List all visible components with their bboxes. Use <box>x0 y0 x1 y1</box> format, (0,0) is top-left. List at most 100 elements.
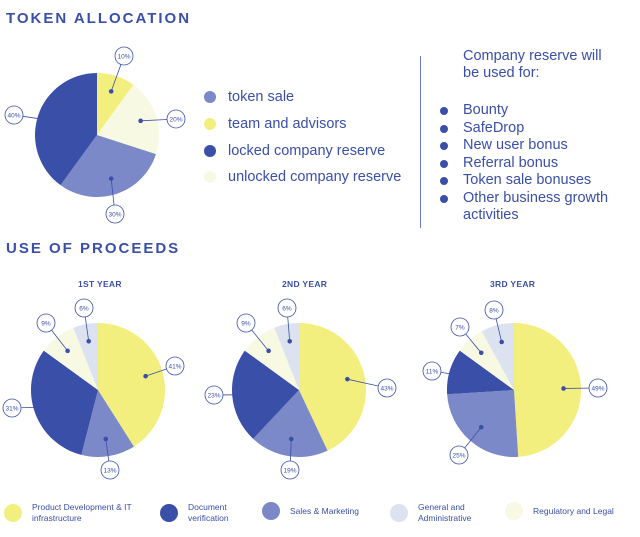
year-1-label-badge-general-and-administrative <box>74 298 94 318</box>
year-1-label-sales-marketing: 13% <box>103 467 116 474</box>
year-3-leader-document-verification <box>440 371 467 377</box>
token-allocation-marker-token-sale <box>108 176 114 181</box>
year-2-marker-general-and-administrative <box>287 338 293 344</box>
reserve-item: Token sale bonuses <box>440 172 623 190</box>
year-2-label-badge-regulatory-and-legal <box>236 313 256 333</box>
token-allocation-label-team-and-advisors: 10% <box>117 53 130 60</box>
year-1-leader-document-verification <box>20 406 52 409</box>
year-1-pie: 41% 13% 31% 9% 6% <box>2 298 185 480</box>
year-1-title: 1ST YEAR <box>78 279 122 289</box>
year-2-slice-document-verification <box>232 350 299 439</box>
year-3-label-product-development-it-infrastructure: 49% <box>591 385 604 392</box>
year-3-label-badge-product-development-it-infrastructure <box>588 378 608 398</box>
vertical-divider <box>420 56 421 228</box>
legend-item-unlocked-reserve: unlocked company reserve <box>204 164 401 191</box>
legend-item-sales-marketing: Sales & Marketing <box>262 502 380 520</box>
legend-item-general-admin: General and Administrative <box>390 502 493 524</box>
year-1-leader-sales-marketing <box>105 438 110 462</box>
reserve-title: Company reserve will be used for: <box>463 48 602 82</box>
year-2-leader-general-and-administrative <box>287 316 291 342</box>
legend-dot-regulatory-legal <box>505 502 523 520</box>
token-allocation-leader-token-sale <box>110 178 115 206</box>
year-2-label-badge-sales-marketing <box>280 460 300 480</box>
year-2-label-badge-product-development-it-infrastructure <box>377 378 397 398</box>
token-allocation-legend: token sale team and advisors locked comp… <box>204 84 401 191</box>
legend-label-regulatory-legal: Regulatory and Legal <box>533 505 614 516</box>
year-1-slice-general-and-administrative <box>73 323 98 390</box>
reserve-item-label: SafeDrop <box>463 119 525 136</box>
legend-item-regulatory-legal: Regulatory and Legal <box>505 502 633 520</box>
year-3-slice-sales-marketing <box>447 390 519 458</box>
year-2-slice-product-development-it-infrastructure <box>299 323 366 451</box>
year-2-label-regulatory-and-legal: 9% <box>241 320 251 327</box>
legend-dot-document-verification <box>160 504 178 522</box>
year-2-slice-sales-marketing <box>253 390 328 457</box>
token-allocation-slice-locked-company-reserve <box>35 73 97 186</box>
reserve-item-label: Bounty <box>463 102 509 118</box>
legend-dot-locked-reserve <box>204 144 216 157</box>
legend-dot-token-sale <box>204 91 216 104</box>
token-allocation-marker-unlocked-company-reserve <box>138 118 143 124</box>
year-1-slice-document-verification <box>31 350 99 455</box>
token-allocation-marker-locked-company-reserve <box>51 118 56 124</box>
legend-label-product-dev: Product Development & IT infrastructure <box>32 502 132 523</box>
year-2-marker-document-verification <box>247 392 252 397</box>
legend-label-sales-marketing: Sales & Marketing <box>290 505 359 516</box>
year-1-leader-regulatory-and-legal <box>51 329 68 352</box>
reserve-title-line-1: Company reserve will <box>463 48 602 64</box>
year-1-marker-general-and-administrative <box>86 338 92 344</box>
token-allocation-label-unlocked-company-reserve: 20% <box>169 116 182 123</box>
reserve-title-line-2: be used for: <box>463 65 540 81</box>
legend-label-token-sale: token sale <box>228 89 295 106</box>
reserve-item: Bounty <box>440 102 623 120</box>
year-1-slice-product-development-it-infrastructure <box>98 323 165 447</box>
year-3-label-badge-document-verification <box>422 361 442 381</box>
legend-item-document-verification: Document verification <box>160 502 248 524</box>
year-1-label-badge-document-verification <box>2 398 22 418</box>
reserve-item-label: New user bonus <box>463 137 568 153</box>
year-2-pie: 43% 19% 23% 9% 6% <box>204 298 397 480</box>
year-3-title: 3RD YEAR <box>490 279 536 289</box>
token-allocation-label-locked-company-reserve: 40% <box>7 112 20 119</box>
token-allocation-pie: 10% 20% 30% 40% <box>4 46 186 224</box>
year-3-label-regulatory-and-legal: 7% <box>455 324 465 331</box>
year-1-slice-regulatory-and-legal <box>43 327 98 390</box>
year-3-leader-general-and-administrative <box>495 318 503 343</box>
year-2-marker-sales-marketing <box>288 436 294 442</box>
legend-dot-product-dev <box>4 504 22 522</box>
year-3-marker-regulatory-and-legal <box>478 350 484 356</box>
year-3-label-badge-general-and-administrative <box>484 300 504 320</box>
year-2-slice-regulatory-and-legal <box>244 327 299 390</box>
year-3-marker-sales-marketing <box>478 424 484 430</box>
year-1-label-document-verification: 31% <box>5 405 18 412</box>
year-1-label-badge-regulatory-and-legal <box>36 313 56 333</box>
token-allocation-leader-locked-company-reserve <box>22 115 54 122</box>
year-1-label-badge-product-development-it-infrastructure <box>165 356 185 376</box>
year-2-label-badge-general-and-administrative <box>277 298 297 318</box>
token-allocation-slice-team-and-advisors <box>97 73 134 135</box>
use-of-proceeds-heading: USE OF PROCEEDS <box>6 240 181 257</box>
legend-item-token-sale: token sale <box>204 84 401 111</box>
token-allocation-marker-team-and-advisors <box>108 89 114 94</box>
bullet-icon <box>440 107 448 115</box>
token-allocation-slice-token-sale <box>60 135 156 198</box>
token-allocation-leader-unlocked-company-reserve <box>140 119 168 122</box>
year-1-marker-product-development-it-infrastructure <box>143 373 148 379</box>
year-1-marker-document-verification <box>49 404 54 410</box>
year-3-leader-regulatory-and-legal <box>465 333 482 354</box>
bullet-icon <box>440 177 448 185</box>
year-3-slice-regulatory-and-legal <box>459 331 514 390</box>
year-1-label-regulatory-and-legal: 9% <box>41 320 51 327</box>
year-3-label-badge-sales-marketing <box>449 445 469 465</box>
bullet-icon <box>440 194 448 203</box>
year-3-slice-general-and-administrative <box>481 323 514 390</box>
legend-dot-sales-marketing <box>262 502 280 520</box>
year-3-label-general-and-administrative: 8% <box>489 307 499 314</box>
bullet-icon <box>440 124 448 133</box>
token-allocation-label-badge-token-sale <box>105 204 125 224</box>
year-3-label-badge-regulatory-and-legal <box>450 317 470 337</box>
legend-item-team-advisors: team and advisors <box>204 111 401 138</box>
year-1-label-product-development-it-infrastructure: 41% <box>168 363 181 370</box>
token-allocation-label-badge-unlocked-company-reserve <box>166 109 186 129</box>
